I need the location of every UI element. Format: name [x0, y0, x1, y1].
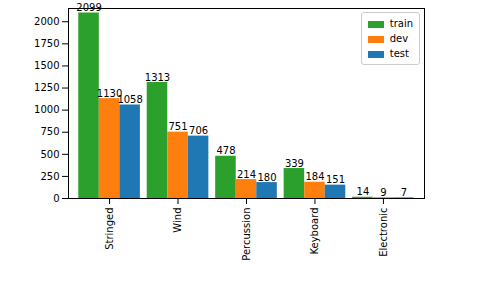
svg-text:250: 250 [40, 171, 59, 182]
svg-text:1250: 1250 [34, 82, 59, 93]
svg-text:478: 478 [216, 145, 235, 156]
svg-text:706: 706 [189, 125, 208, 136]
svg-text:751: 751 [168, 121, 187, 132]
svg-text:184: 184 [305, 171, 324, 182]
svg-text:500: 500 [40, 149, 59, 160]
svg-text:1058: 1058 [117, 94, 142, 105]
svg-text:1750: 1750 [34, 38, 59, 49]
svg-text:1130: 1130 [96, 87, 123, 99]
svg-text:1313: 1313 [145, 72, 170, 83]
html-text:dev: dev [389, 33, 409, 44]
svg-text:0: 0 [53, 193, 59, 204]
svg-text:214: 214 [237, 169, 256, 180]
svg-text:Stringed: Stringed [104, 208, 115, 250]
svg-text:750: 750 [40, 126, 59, 137]
svg-text:Electronic: Electronic [378, 208, 389, 257]
svg-text:Percussion: Percussion [241, 208, 252, 261]
html-text:test: test [389, 48, 409, 59]
svg-text:2000: 2000 [34, 16, 59, 27]
html-text:train: train [389, 18, 413, 29]
svg-text:7: 7 [401, 187, 407, 198]
svg-text:Wind: Wind [172, 208, 183, 233]
svg-text:1000: 1000 [34, 104, 59, 115]
svg-text:180: 180 [257, 172, 276, 183]
svg-text:14: 14 [357, 186, 370, 197]
svg-text:151: 151 [326, 174, 345, 185]
svg-text:1500: 1500 [34, 60, 59, 71]
svg-text:2099: 2099 [76, 2, 101, 13]
svg-text:339: 339 [285, 158, 304, 169]
svg-text:9: 9 [380, 187, 386, 198]
svg-text:Keyboard: Keyboard [309, 208, 320, 255]
